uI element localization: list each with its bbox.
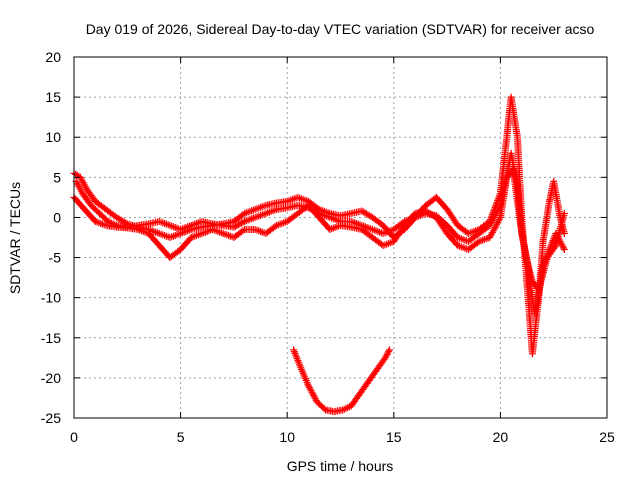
y-tick-label: 5	[53, 169, 61, 185]
y-tick-label: 20	[45, 49, 61, 65]
x-tick-label: 20	[493, 429, 509, 445]
series-track-c	[72, 149, 568, 318]
x-tick-label: 0	[70, 429, 78, 445]
y-tick-label: -20	[41, 370, 61, 386]
plot-frame	[73, 56, 608, 419]
y-tick-label: 15	[45, 89, 61, 105]
x-tick-label: 10	[279, 429, 295, 445]
x-tick-label: 5	[177, 429, 185, 445]
series-track-d	[290, 346, 393, 416]
x-tick-label: 25	[599, 429, 615, 445]
y-tick-label: -15	[41, 330, 61, 346]
series-markers	[72, 149, 568, 318]
y-tick-label: -10	[41, 290, 61, 306]
y-tick-label: -25	[41, 410, 61, 426]
y-tick-label: 0	[53, 209, 61, 225]
y-tick-label: 10	[45, 129, 61, 145]
x-axis-label: GPS time / hours	[287, 458, 394, 474]
y-axis-label: SDTVAR / TECUs	[7, 182, 23, 294]
chart-title: Day 019 of 2026, Sidereal Day-to-day VTE…	[86, 21, 595, 37]
axis-ticks: 0 5 10 15 20 25 -25 -20 -15 -10 -5 0 5 10 15 20	[41, 49, 615, 445]
x-tick-label: 15	[386, 429, 402, 445]
series-markers	[290, 346, 393, 416]
y-tick-label: -5	[49, 250, 62, 266]
